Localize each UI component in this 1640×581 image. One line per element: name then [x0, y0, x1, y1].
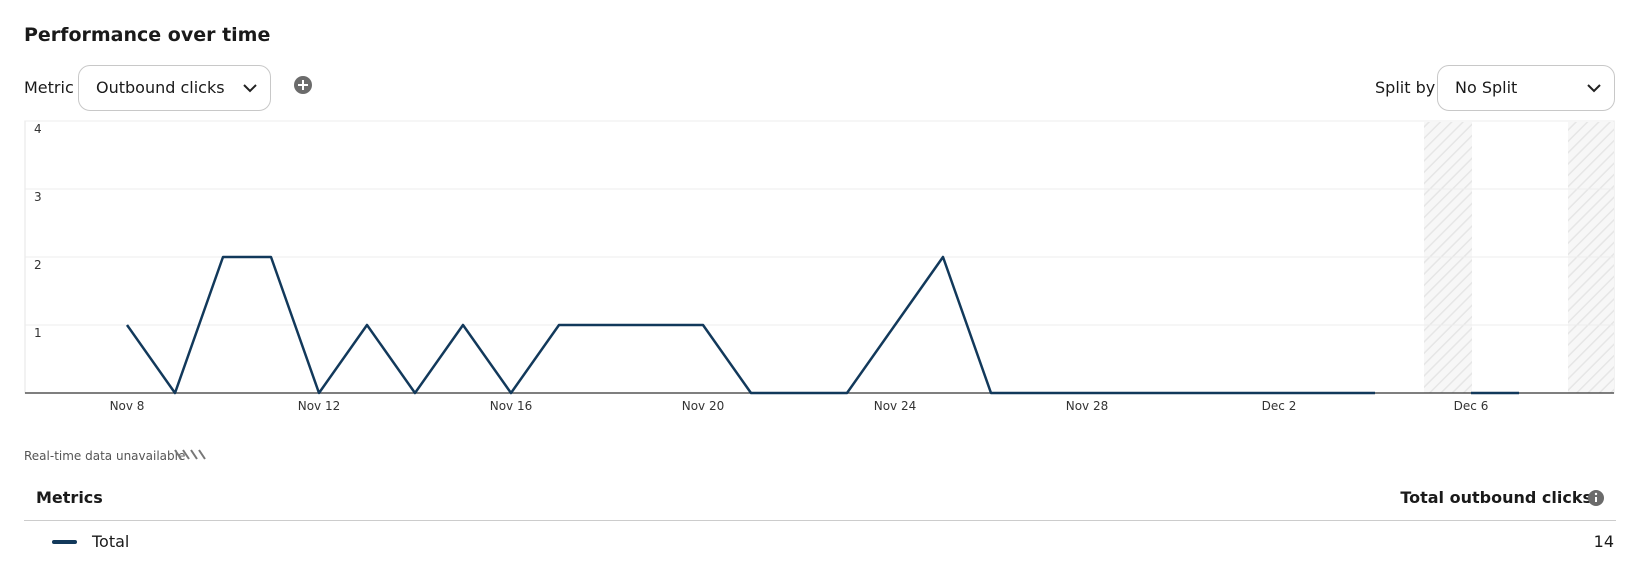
y-tick-label: 1	[34, 326, 42, 340]
chevron	[243, 84, 257, 93]
info-icon[interactable]	[1587, 489, 1605, 507]
row-total: 14	[1593, 532, 1614, 551]
chart: 1 2 3 4 Nov 8 Nov 12 Nov 16 Nov 20 Nov 24 Nov 28 D…	[24, 120, 1615, 413]
x-tick-label: Nov 16	[490, 399, 533, 413]
metric-select[interactable]: Outbound clicks	[78, 65, 271, 111]
split-select[interactable]: No Split	[1437, 65, 1615, 111]
metric-label: Metric	[24, 78, 74, 97]
y-tick-label: 4	[34, 122, 42, 136]
x-tick-label: Nov 20	[682, 399, 725, 413]
row-label: Total	[92, 532, 130, 551]
x-tick-label: Nov 28	[1066, 399, 1109, 413]
split-label: Split by	[1375, 78, 1436, 97]
realtime-note: Real-time data unavailable	[24, 449, 186, 463]
y-tick-label: 2	[34, 258, 42, 272]
table-divider	[24, 520, 1616, 521]
series-line	[125, 255, 1375, 395]
x-tick-label: Dec 6	[1454, 399, 1489, 413]
x-tick-label: Nov 12	[298, 399, 341, 413]
legend-swatch	[52, 540, 77, 544]
table-header: Metrics	[36, 488, 103, 507]
x-tick-label: Nov 8	[110, 399, 145, 413]
y-tick-label: 3	[34, 190, 42, 204]
metric-value: Outbound clicks	[96, 78, 225, 97]
hatch-icon	[174, 449, 206, 460]
x-tick-label: Nov 24	[874, 399, 917, 413]
add-metric-button[interactable]	[293, 75, 313, 95]
split-value: No Split	[1455, 78, 1518, 97]
page-title: Performance over time	[24, 24, 271, 46]
x-tick-label: Dec 2	[1262, 399, 1297, 413]
table-header: Total outbound clicks	[1400, 488, 1592, 507]
chevron	[1587, 84, 1601, 93]
